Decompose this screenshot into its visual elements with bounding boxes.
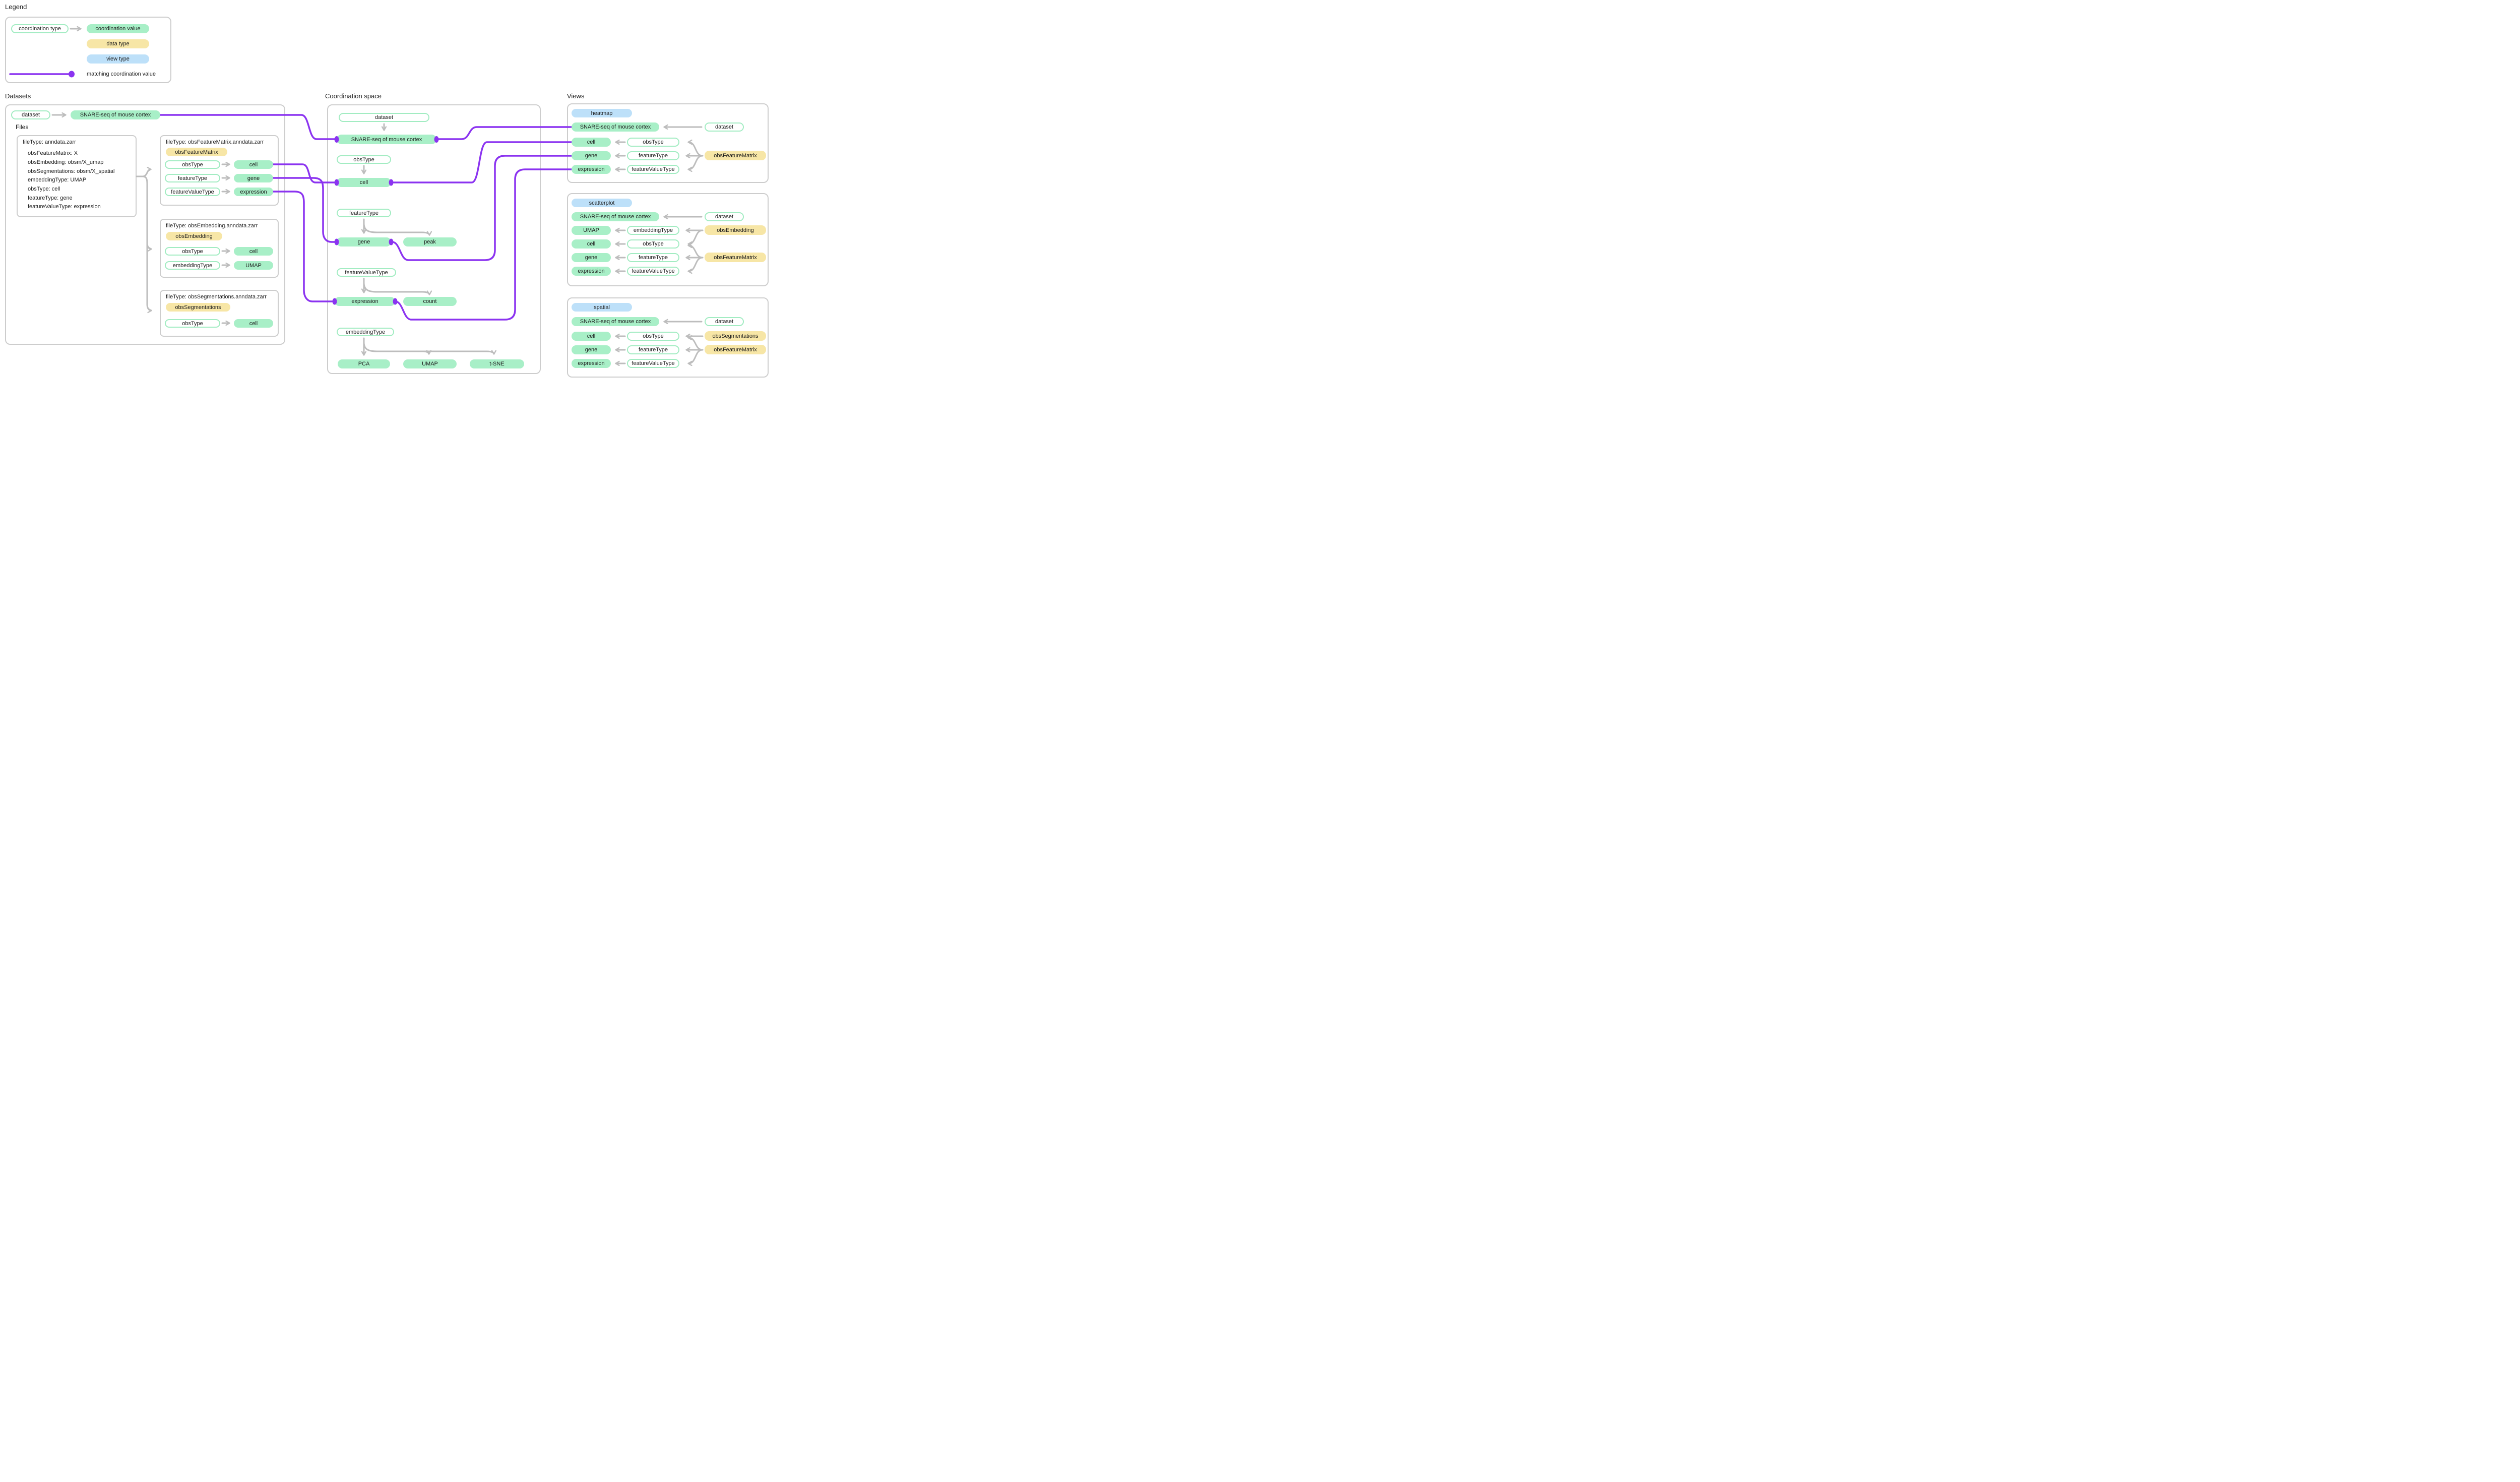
coordination-value-pill: SNARE-seq of mouse cortex — [572, 212, 659, 221]
legend-coordination-value-pill: coordination value — [87, 24, 149, 33]
coordination-type-pill: dataset — [705, 212, 744, 221]
data-type-pill: obsFeatureMatrix — [166, 148, 227, 156]
coordination-type-pill: featureType — [627, 253, 679, 262]
coordination-value-pill: peak — [403, 237, 457, 246]
coordination-value-pill: UMAP — [572, 226, 611, 235]
coordination-type-pill: obsType — [165, 247, 220, 256]
coordination-type-pill: featureType — [165, 174, 220, 182]
coordination-type-pill: featureValueType — [627, 267, 679, 276]
coordination-type-pill: featureType — [627, 345, 679, 354]
file-type-label: fileType: anndata.zarr — [23, 139, 76, 145]
coordination-type-pill: featureValueType — [337, 268, 396, 277]
data-type-pill: obsFeatureMatrix — [705, 253, 766, 262]
coordination-value-pill: cell — [572, 138, 611, 147]
data-type-pill: obsFeatureMatrix — [705, 151, 766, 160]
data-type-pill: obsFeatureMatrix — [705, 345, 766, 354]
coordination-value-pill: SNARE-seq of mouse cortex — [572, 317, 659, 326]
legend-coordination-type-pill: coordination type — [11, 24, 69, 33]
data-type-pill: obsEmbedding — [166, 232, 222, 240]
spatial-view-box — [567, 297, 769, 378]
coordination-value-pill: expression — [572, 359, 611, 368]
coordination-value-pill: SNARE-seq of mouse cortex — [572, 122, 659, 132]
coordination-value-pill: gene — [337, 237, 391, 246]
file-type-label: fileType: obsEmbedding.anndata.zarr — [166, 223, 258, 229]
coordination-space-title: Coordination space — [325, 92, 382, 100]
file-option: featureValueType: expression — [28, 204, 101, 210]
coordination-value-pill: count — [403, 297, 457, 306]
file-option: obsSegmentations: obsm/X_spatial — [28, 168, 115, 174]
coordination-value-pill: cell — [572, 332, 611, 341]
coordination-type-pill: dataset — [339, 113, 429, 122]
data-type-pill: obsSegmentations — [166, 303, 230, 312]
coordination-type-pill: embeddingType — [337, 328, 394, 336]
legend-matching-label: matching coordination value — [87, 71, 156, 77]
file-type-label: fileType: obsFeatureMatrix.anndata.zarr — [166, 139, 264, 145]
coordination-value-pill: cell — [234, 319, 273, 328]
coordination-value-pill: cell — [572, 239, 611, 249]
view-type-pill: heatmap — [572, 109, 632, 117]
datasets-dataset-type-pill: dataset — [11, 110, 50, 119]
coordination-type-pill: obsType — [627, 332, 679, 341]
coordination-type-pill: embeddingType — [165, 261, 220, 270]
files-title: Files — [16, 124, 29, 131]
coordination-type-pill: dataset — [705, 122, 744, 132]
coordination-type-pill: obsType — [337, 155, 391, 164]
file-obssegmentations-box — [160, 290, 279, 337]
coordination-type-pill: featureType — [337, 209, 391, 217]
coordination-value-pill: gene — [572, 151, 611, 160]
coordination-type-pill: featureType — [627, 151, 679, 160]
coordination-type-pill: embeddingType — [627, 226, 679, 235]
coordination-value-pill: gene — [572, 253, 611, 262]
file-option: obsFeatureMatrix: X — [28, 150, 78, 156]
legend-box — [5, 17, 171, 83]
coordination-type-pill: obsType — [165, 160, 220, 169]
coordination-type-pill: obsType — [165, 319, 220, 328]
data-type-pill: obsEmbedding — [705, 225, 766, 235]
coordination-value-pill: SNARE-seq of mouse cortex — [337, 135, 436, 144]
legend-view-type-pill: view type — [87, 54, 149, 64]
coordination-value-pill: cell — [234, 247, 273, 256]
file-option: obsType: cell — [28, 186, 60, 192]
file-option: embeddingType: UMAP — [28, 177, 87, 183]
coordination-value-pill: gene — [234, 174, 273, 182]
coordination-value-pill: cell — [337, 178, 391, 187]
coordination-value-pill: expression — [572, 165, 611, 174]
coordination-type-pill: featureValueType — [165, 188, 220, 196]
coordination-model-diagram: Legend Datasets Coordination space Views… — [0, 0, 786, 381]
coordination-type-pill: obsType — [627, 138, 679, 147]
coordination-value-pill: expression — [572, 267, 611, 276]
coordination-value-pill: gene — [572, 345, 611, 354]
view-type-pill: scatterplot — [572, 199, 632, 207]
coordination-value-pill: expression — [234, 188, 273, 196]
datasets-dataset-value-pill: SNARE-seq of mouse cortex — [71, 110, 160, 119]
coordination-value-pill: UMAP — [234, 261, 273, 270]
views-title: Views — [567, 92, 585, 100]
datasets-title: Datasets — [5, 92, 31, 100]
view-type-pill: spatial — [572, 303, 632, 312]
coordination-value-pill: t-SNE — [470, 359, 524, 368]
coordination-value-pill: UMAP — [403, 359, 457, 368]
data-type-pill: obsSegmentations — [705, 331, 766, 341]
coordination-value-pill: expression — [335, 297, 395, 306]
legend-title: Legend — [5, 3, 27, 11]
coordination-value-pill: PCA — [338, 359, 390, 368]
coordination-type-pill: featureValueType — [627, 359, 679, 368]
file-option: obsEmbedding: obsm/X_umap — [28, 159, 104, 165]
file-type-label: fileType: obsSegmentations.anndata.zarr — [166, 294, 267, 300]
file-option: featureType: gene — [28, 195, 73, 201]
coordination-type-pill: featureValueType — [627, 165, 679, 174]
coordination-type-pill: dataset — [705, 317, 744, 326]
coordination-value-pill: cell — [234, 160, 273, 169]
legend-data-type-pill: data type — [87, 39, 149, 48]
coordination-type-pill: obsType — [627, 239, 679, 249]
